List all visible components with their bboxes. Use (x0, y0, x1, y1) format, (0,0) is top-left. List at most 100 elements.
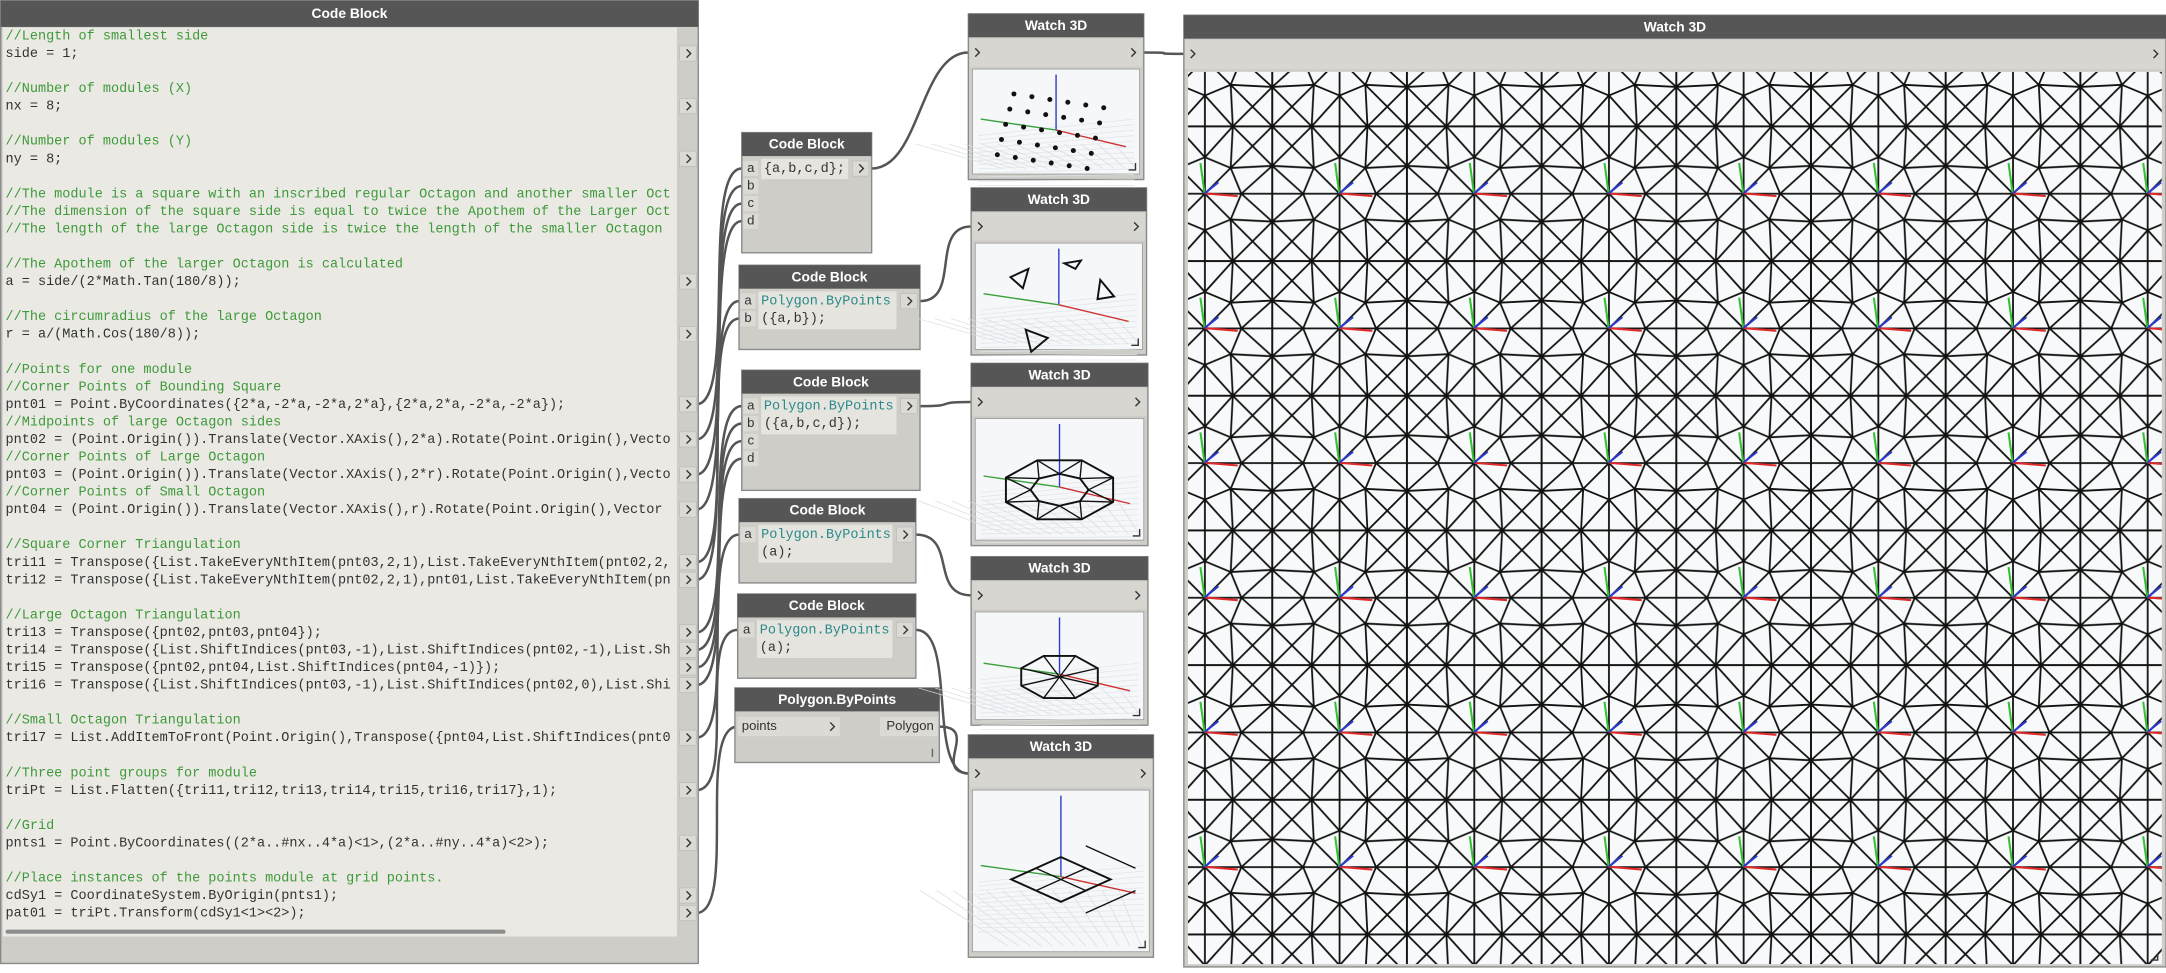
input-port-label: c (747, 195, 754, 210)
code-line: //Square Corner Triangulation (6, 538, 241, 553)
axis-x (1204, 731, 1238, 736)
code-line: a = side/(2*Math.Tan(180/8)); (6, 275, 241, 290)
output-port[interactable] (679, 98, 697, 115)
axis-x (1055, 129, 1126, 148)
output-port[interactable] (679, 150, 697, 167)
output-port[interactable] (679, 729, 697, 746)
output-port[interactable] (679, 641, 697, 658)
preview-grid (978, 909, 1144, 916)
code-line: //Number of modules (Y) (6, 135, 193, 150)
axis-z (1742, 181, 1758, 195)
preview-grid (1001, 500, 1063, 535)
preview-grid (977, 146, 1135, 157)
code-editor[interactable] (761, 158, 849, 180)
output-port[interactable] (679, 273, 697, 290)
resize-grip (1131, 338, 1139, 347)
preview-grid (1064, 143, 1104, 169)
preview-point (1065, 99, 1071, 105)
output-port[interactable] (679, 466, 697, 483)
input-port[interactable] (743, 451, 759, 467)
axis-z (1877, 316, 1893, 329)
axis-z (1877, 585, 1893, 599)
code-line: //Three point groups for module (6, 766, 257, 781)
preview-grid (1031, 143, 1082, 169)
axis-y (2142, 432, 2149, 463)
output-port[interactable] (679, 431, 697, 448)
preview-geometry (1005, 476, 1033, 503)
input-port[interactable] (740, 311, 756, 327)
input-port[interactable] (737, 716, 840, 737)
axis-x (1877, 865, 1912, 871)
preview-geometry (1036, 504, 1083, 520)
code-line: ({a,b}); (761, 312, 826, 327)
axis-y (1199, 836, 1206, 867)
axis-y (1603, 836, 1610, 867)
input-port[interactable] (743, 398, 759, 414)
preview-point (1039, 127, 1045, 133)
preview-grid (980, 536, 1139, 539)
input-port[interactable] (743, 178, 759, 194)
input-port[interactable] (743, 416, 759, 432)
preview-grid (1035, 890, 1087, 947)
code-editor[interactable] (761, 396, 897, 435)
axis-y (1334, 701, 1341, 733)
input-port[interactable] (739, 622, 755, 638)
axis-y (1872, 162, 1880, 194)
preview-grid (1017, 500, 1074, 535)
output-port[interactable] (679, 45, 697, 62)
output-port[interactable] (679, 905, 697, 921)
wire (871, 51, 969, 170)
code-line: //Corner Points of Small Octagon (6, 486, 266, 501)
output-port[interactable] (879, 716, 938, 737)
output-port[interactable] (679, 326, 697, 343)
preview-geometry (1061, 259, 1083, 271)
code-line: (a); (760, 641, 792, 656)
output-port[interactable] (679, 396, 697, 413)
output-port[interactable] (900, 293, 918, 310)
input-port[interactable] (743, 196, 759, 212)
output-port[interactable] (679, 554, 697, 571)
axis-z (1877, 854, 1893, 868)
axis-z (2146, 181, 2162, 195)
input-port[interactable] (743, 213, 759, 229)
node-title: Polygon.ByPoints (778, 691, 896, 707)
output-port[interactable] (851, 160, 870, 177)
output-port[interactable] (679, 782, 697, 799)
output-port[interactable] (896, 526, 914, 543)
axis-x (1743, 596, 1777, 602)
resize-grip (2150, 953, 2159, 961)
output-port[interactable] (900, 398, 918, 415)
input-port[interactable] (740, 293, 756, 309)
axis-z (1203, 181, 1220, 195)
output-port[interactable] (679, 659, 697, 676)
code-editor[interactable] (2, 27, 677, 937)
input-port[interactable] (740, 526, 756, 543)
axis-y (1603, 432, 1610, 463)
output-port[interactable] (679, 571, 697, 588)
output-port[interactable] (679, 624, 697, 641)
preview-grid (1084, 687, 1118, 715)
preview-geometry (1005, 460, 1040, 480)
code-editor[interactable] (758, 291, 897, 330)
code-line: tri13 = Transpose({pnt02,pnt03,pnt04}); (6, 626, 322, 641)
axis-y (1603, 701, 1610, 733)
preview-grid (978, 903, 1144, 912)
output-port[interactable] (679, 677, 697, 693)
output-port[interactable] (896, 621, 914, 638)
output-port[interactable] (679, 887, 697, 904)
axis-x (1473, 327, 1508, 332)
axis-y (2007, 836, 2014, 867)
input-port[interactable] (743, 433, 759, 449)
code-editor[interactable] (756, 620, 893, 659)
output-port[interactable] (679, 501, 697, 518)
port-chevron (686, 890, 692, 901)
code-editor[interactable] (758, 524, 893, 563)
axis-y (1603, 566, 1610, 598)
axis-x (1608, 596, 1642, 602)
input-port[interactable] (743, 160, 759, 177)
output-port[interactable] (679, 834, 697, 851)
preview-grid (978, 173, 1135, 178)
code-line: r = a/(Math.Cos(180/8)); (6, 328, 201, 343)
scrollbar[interactable] (5, 929, 506, 934)
